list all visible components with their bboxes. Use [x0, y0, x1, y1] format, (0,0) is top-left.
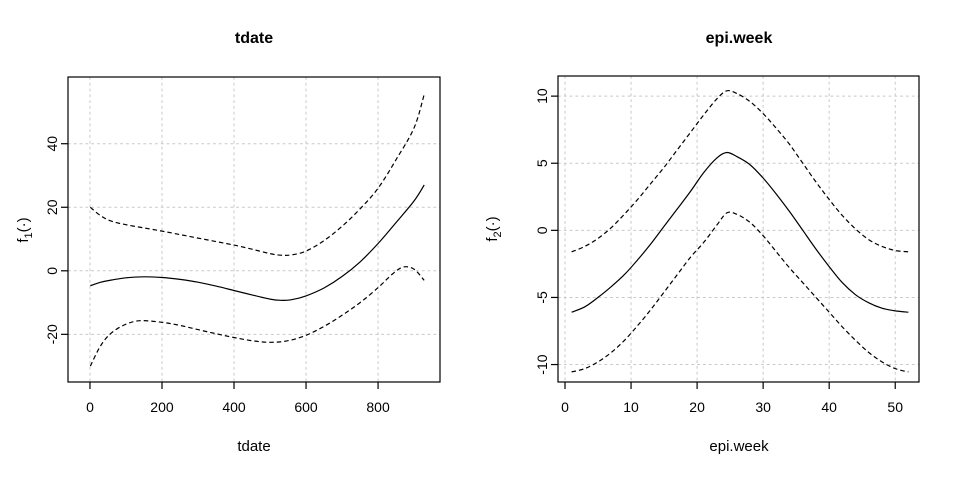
x-tick-label: 200 [150, 399, 174, 415]
y-tick-label: -20 [44, 324, 60, 344]
series-fit [571, 151, 909, 313]
x-tick-label: 40 [821, 399, 837, 415]
series-upper-ci [571, 89, 909, 253]
y-tick-label: 40 [44, 136, 60, 152]
axis-tick-labels: 0 200 400 600 800 -20 0 20 40 [44, 136, 390, 415]
axis-tick-labels: 0 10 20 30 40 50 -10 -5 0 5 10 [534, 88, 903, 415]
y-tick-label: 20 [44, 199, 60, 215]
series-fit [90, 184, 425, 302]
y-tick-label: 5 [534, 159, 550, 167]
y-axis-label-f1: f1(·) [15, 217, 35, 242]
chart-panel-tdate: 0 200 400 600 800 -20 0 20 40 [44, 76, 441, 415]
y-tick-label: 0 [44, 267, 60, 275]
series-lower-ci [571, 211, 909, 373]
x-axis-label-tdate: tdate [237, 438, 271, 455]
chart-panel-epi.week: 0 10 20 30 40 50 -10 -5 0 5 10 [534, 75, 920, 415]
x-tick-label: 10 [623, 399, 639, 415]
chart-title-epi-week: epi.week [705, 30, 773, 47]
y-tick-label: 10 [534, 88, 550, 104]
y-label-args: (·) [15, 217, 32, 233]
series-lower-ci [89, 266, 425, 367]
y-tick-label: 0 [534, 226, 550, 234]
plot-box [557, 75, 920, 383]
plot-box [67, 76, 441, 383]
x-axis-label-epi-week: epi.week [709, 438, 769, 455]
axis-ticks [61, 143, 379, 389]
series-upper-ci [89, 94, 425, 256]
chart-title-tdate: tdate [234, 30, 274, 47]
x-tick-label: 30 [755, 399, 771, 415]
y-label-args: (·) [484, 216, 501, 232]
x-tick-label: 600 [294, 399, 318, 415]
gridlines [68, 77, 440, 382]
x-tick-label: 0 [561, 399, 569, 415]
x-tick-label: 0 [86, 399, 94, 415]
axis-ticks [551, 95, 896, 389]
x-tick-label: 50 [887, 399, 903, 415]
y-label-base: f [484, 237, 501, 242]
y-label-base: f [15, 238, 32, 243]
x-tick-label: 400 [222, 399, 246, 415]
y-axis-label-f2: f2(·) [484, 216, 504, 241]
gridlines [558, 76, 919, 382]
x-tick-label: 800 [366, 399, 390, 415]
x-tick-label: 20 [689, 399, 705, 415]
y-tick-label: -10 [534, 354, 550, 374]
y-tick-label: -5 [534, 291, 550, 304]
y-label-sub: 2 [492, 231, 504, 238]
y-label-sub: 1 [23, 232, 35, 239]
